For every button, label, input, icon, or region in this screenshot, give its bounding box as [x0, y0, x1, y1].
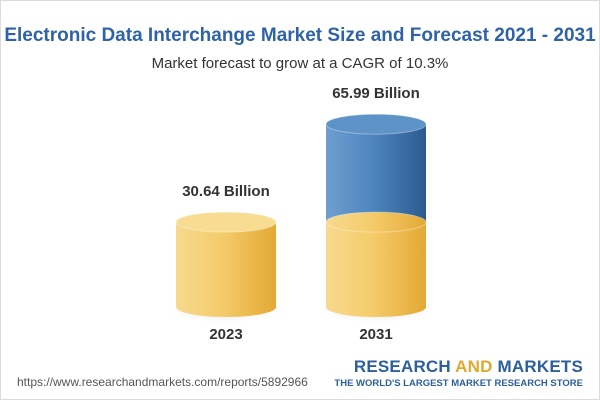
bar-2031-growth: [325, 113, 427, 233]
bar-2031-base: [325, 211, 427, 317]
bar-2023: [175, 211, 277, 317]
data-label: 65.99 Billion: [332, 85, 420, 102]
data-label: 30.64 Billion: [182, 183, 270, 200]
chart-title: Electronic Data Interchange Market Size …: [4, 25, 596, 46]
chart-subtitle: Market forecast to grow at a CAGR of 10.…: [151, 55, 449, 72]
brand-tagline: THE WORLD'S LARGEST MARKET RESEARCH STOR…: [334, 378, 583, 389]
brand-name: RESEARCH AND MARKETS: [353, 357, 583, 376]
category-label: 2031: [359, 326, 392, 343]
category-label: 2023: [209, 326, 242, 343]
source-url[interactable]: https://www.researchandmarkets.com/repor…: [17, 375, 308, 389]
brand-logo: RESEARCH AND MARKETS THE WORLD'S LARGEST…: [334, 357, 583, 389]
